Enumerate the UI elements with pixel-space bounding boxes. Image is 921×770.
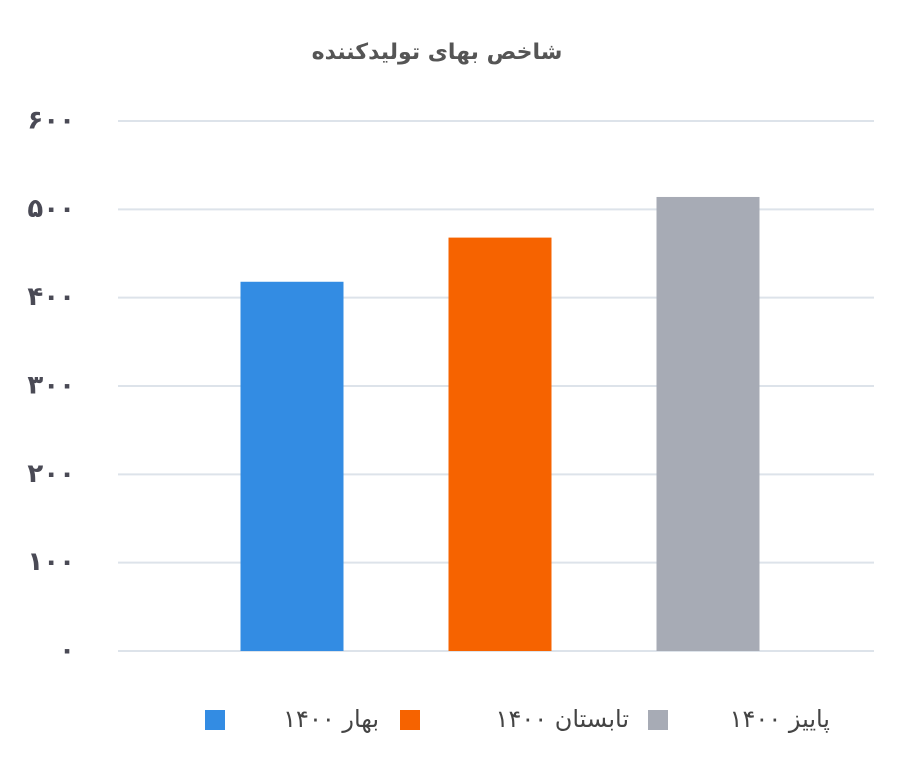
y-tick-label: ۰ [59, 636, 75, 666]
bar [656, 196, 760, 651]
legend-swatch [205, 710, 225, 730]
y-tick-label: ۵۰۰ [27, 194, 75, 224]
y-tick-label: ۲۰۰ [27, 459, 75, 489]
legend-swatch [648, 710, 668, 730]
legend-label: پاییز ۱۴۰۰ [730, 705, 830, 733]
bar [448, 237, 552, 651]
chart-title: شاخص بهای تولیدکننده [312, 40, 563, 65]
legend-label: بهار ۱۴۰۰ [283, 705, 379, 733]
bar [240, 281, 344, 651]
y-tick-label: ۴۰۰ [27, 282, 75, 312]
legend-swatch [400, 710, 420, 730]
y-tick-label: ۱۰۰ [27, 547, 75, 577]
legend-label: تابستان ۱۴۰۰ [496, 705, 629, 733]
y-tick-label: ۳۰۰ [27, 371, 75, 401]
y-tick-label: ۶۰۰ [27, 106, 75, 136]
